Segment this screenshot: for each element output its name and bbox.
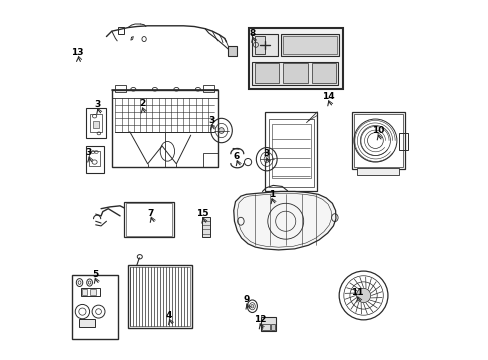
Bar — [118, 27, 123, 34]
Bar — [260, 317, 275, 331]
Ellipse shape — [264, 156, 269, 162]
Bar — [81, 288, 100, 296]
Bar — [124, 202, 174, 237]
Bar — [262, 324, 269, 330]
Text: 12: 12 — [253, 315, 265, 324]
Bar — [357, 168, 398, 175]
Ellipse shape — [219, 128, 224, 134]
Text: 11: 11 — [350, 288, 363, 297]
Bar — [128, 265, 191, 328]
Text: 15: 15 — [196, 210, 208, 219]
Text: 6: 6 — [233, 152, 240, 161]
Bar — [252, 34, 278, 56]
Bar — [281, 34, 339, 56]
Bar — [265, 112, 317, 191]
Text: 3: 3 — [263, 149, 269, 158]
Bar — [227, 45, 236, 56]
Bar — [90, 114, 102, 132]
Bar — [85, 146, 103, 173]
Polygon shape — [233, 192, 335, 250]
Ellipse shape — [250, 305, 253, 308]
Bar — [72, 275, 117, 338]
Text: 8: 8 — [249, 29, 255, 38]
Bar — [254, 63, 278, 83]
Bar — [398, 134, 407, 149]
Bar — [89, 151, 100, 166]
Bar — [112, 90, 217, 167]
Bar — [203, 85, 214, 92]
Bar — [125, 203, 172, 236]
Text: 3: 3 — [94, 100, 101, 109]
Text: 14: 14 — [322, 92, 334, 101]
Bar — [81, 289, 87, 296]
Text: 10: 10 — [371, 126, 383, 135]
Bar — [248, 28, 342, 89]
Text: 3: 3 — [85, 148, 91, 157]
Text: 2: 2 — [139, 99, 145, 108]
Bar — [351, 112, 405, 169]
Bar — [283, 63, 307, 83]
Bar — [202, 217, 210, 237]
Text: 9: 9 — [243, 296, 249, 305]
Circle shape — [356, 288, 370, 303]
Bar — [129, 267, 190, 326]
Bar — [270, 324, 274, 330]
Bar — [86, 108, 105, 138]
Text: 1: 1 — [268, 190, 274, 199]
Bar — [254, 36, 265, 54]
Text: 7: 7 — [147, 209, 154, 218]
Bar — [90, 289, 96, 296]
Bar — [282, 36, 337, 54]
Bar — [203, 153, 217, 167]
Bar — [252, 62, 338, 85]
Text: 13: 13 — [71, 48, 83, 57]
Bar — [353, 114, 403, 167]
Bar — [79, 319, 95, 327]
Bar — [93, 121, 99, 128]
Bar — [271, 125, 310, 178]
Text: 5: 5 — [92, 270, 98, 279]
Bar — [115, 85, 126, 92]
Bar — [268, 119, 313, 187]
Text: 4: 4 — [165, 311, 172, 320]
Bar — [311, 63, 336, 83]
Text: 3: 3 — [207, 116, 214, 125]
